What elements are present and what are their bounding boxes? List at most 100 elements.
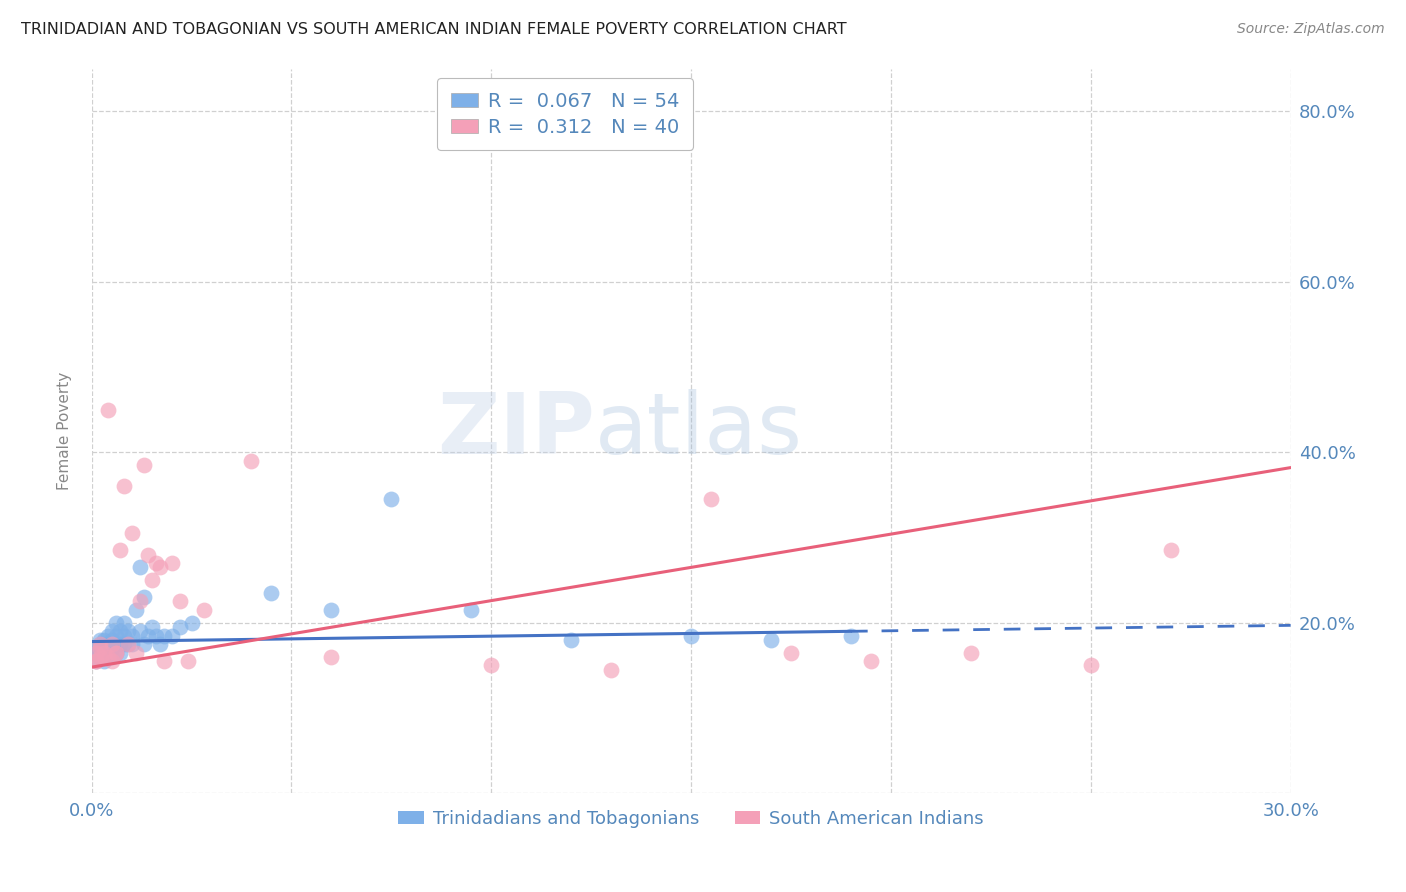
Text: ZIP: ZIP [437,390,595,473]
Point [89,649,111,664]
Point [128,594,150,608]
Point [112,637,135,651]
Point [1160,543,1182,558]
Point [121,637,143,651]
Point [117,637,139,651]
Point [145,556,167,570]
Point [112,615,135,630]
Point [780,646,803,660]
Point [104,615,127,630]
Point [148,560,170,574]
Point [960,646,983,660]
Point [260,586,283,600]
Legend: Trinidadians and Tobagonians, South American Indians: Trinidadians and Tobagonians, South Amer… [391,803,991,835]
Point [145,629,167,643]
Point [97,629,120,643]
Text: atlas: atlas [595,390,803,473]
Point [108,646,131,660]
Point [180,615,202,630]
Point [108,637,131,651]
Point [104,637,127,651]
Point [108,624,131,639]
Point [121,629,143,643]
Point [89,637,111,651]
Point [193,603,215,617]
Point [700,492,723,507]
Point [141,573,163,587]
Point [152,629,174,643]
Point [89,641,111,656]
Point [128,560,150,574]
Point [132,458,155,472]
Point [600,663,623,677]
Point [124,603,146,617]
Point [97,402,120,417]
Point [460,603,482,617]
Point [104,646,127,660]
Point [104,646,127,660]
Point [84,646,107,660]
Point [84,646,107,660]
Point [321,649,343,664]
Point [160,556,183,570]
Point [148,637,170,651]
Point [84,641,107,656]
Point [117,624,139,639]
Point [100,649,122,664]
Point [100,624,122,639]
Point [152,654,174,668]
Point [100,641,122,656]
Point [479,658,502,673]
Point [117,637,139,651]
Point [100,632,122,647]
Point [97,649,120,664]
Point [839,629,862,643]
Point [104,629,127,643]
Point [93,646,115,660]
Point [132,591,155,605]
Point [89,632,111,647]
Text: TRINIDADIAN AND TOBAGONIAN VS SOUTH AMERICAN INDIAN FEMALE POVERTY CORRELATION C: TRINIDADIAN AND TOBAGONIAN VS SOUTH AMER… [21,22,846,37]
Point [1080,658,1102,673]
Point [93,632,115,647]
Point [93,637,115,651]
Point [104,646,127,660]
Text: Source: ZipAtlas.com: Source: ZipAtlas.com [1237,22,1385,37]
Point [93,641,115,656]
Point [136,629,159,643]
Point [560,632,582,647]
Point [100,654,122,668]
Point [93,654,115,668]
Point [124,646,146,660]
Point [380,492,402,507]
Point [169,620,191,634]
Point [93,649,115,664]
Point [132,637,155,651]
Point [84,654,107,668]
Point [160,629,183,643]
Point [240,454,263,468]
Point [84,654,107,668]
Point [108,543,131,558]
Point [84,654,107,668]
Point [89,646,111,660]
Point [97,646,120,660]
Point [112,479,135,493]
Y-axis label: Female Poverty: Female Poverty [58,372,72,490]
Point [321,603,343,617]
Point [176,654,198,668]
Point [859,654,882,668]
Point [141,620,163,634]
Point [100,637,122,651]
Point [169,594,191,608]
Point [121,526,143,541]
Point [136,548,159,562]
Point [89,637,111,651]
Point [97,649,120,664]
Point [97,637,120,651]
Point [681,629,703,643]
Point [89,649,111,664]
Point [112,629,135,643]
Point [759,632,782,647]
Point [128,624,150,639]
